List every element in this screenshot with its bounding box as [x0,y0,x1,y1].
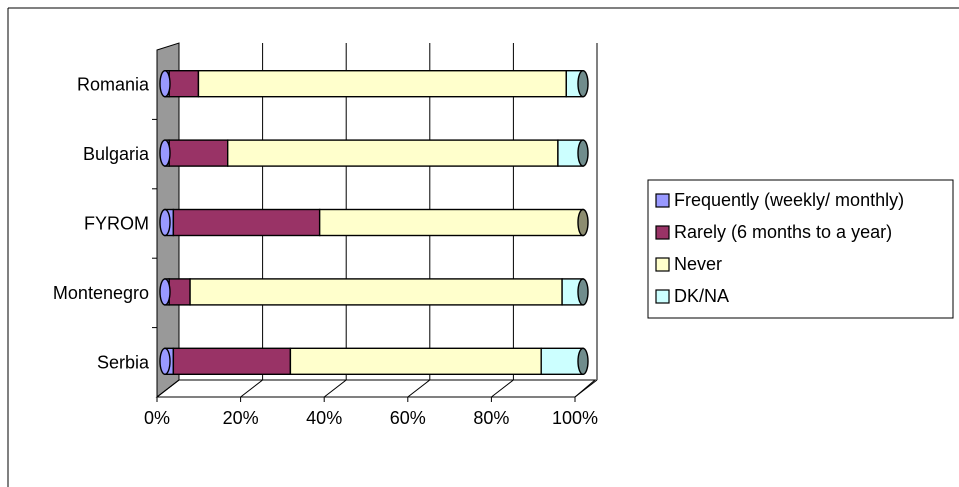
legend-label: Never [674,254,722,274]
category-label: Serbia [97,352,150,372]
category-label: Bulgaria [83,144,150,164]
legend: Frequently (weekly/ monthly) Rarely (6 mo… [647,179,954,319]
bar-end-cap-right [577,139,589,167]
floor-gridline [574,379,598,398]
bar-segment [318,208,584,237]
bar-end-cap-right [577,347,589,375]
legend-swatch [655,193,670,208]
floor-gridline [323,379,347,398]
bar-segment [168,139,229,167]
bar-end-cap-right [577,69,589,98]
x-tick-label: 0% [144,408,170,428]
category-label: FYROM [84,214,149,234]
bar-end-cap-left [159,208,171,237]
bar-segment [289,347,542,375]
x-tick-label: 100% [552,408,598,428]
legend-swatch [655,257,670,272]
legend-swatch [655,289,670,304]
bar-segment [168,69,200,98]
x-tick-label: 80% [473,408,509,428]
x-tick-label: 60% [390,408,426,428]
legend-swatch [655,225,670,240]
x-tick-label: 40% [306,408,342,428]
bar-segment [189,278,563,306]
bar-segment [172,347,292,375]
bar-end-cap-left [159,139,171,167]
legend-label: Rarely (6 months to a year) [674,222,892,242]
plot-area: 0% 20% 40% 60% 80% 100% Romania Bulgaria FYROM Mo… [53,42,598,428]
bar-segment [168,278,191,306]
bar-end-cap-left [159,69,171,98]
legend-box [647,179,954,319]
bar-end-cap-right [577,278,589,306]
bar-segment [226,139,559,167]
legend-label: Frequently (weekly/ monthly) [674,190,904,210]
bar-end-cap-left [159,278,171,306]
category-label: Montenegro [53,283,149,303]
bar-end-cap-right [577,208,589,237]
floor-gridline [407,379,431,398]
bar-segment [540,347,584,375]
x-tick-label: 20% [223,408,259,428]
floor-gridline [240,379,263,398]
floor [155,379,597,398]
floor-gridline [156,379,180,398]
bar-segment [197,69,567,98]
bar-end-cap-left [159,347,171,375]
bar-segment [172,208,321,237]
category-label: Romania [77,75,150,95]
legend-label: DK/NA [674,286,729,306]
floor-gridline [491,379,514,398]
